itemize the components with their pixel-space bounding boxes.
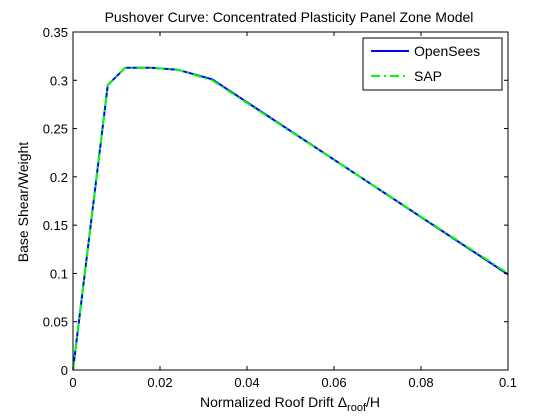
series-line-opensees [72,66,509,371]
x-tick-label: 0.04 [234,375,259,390]
x-axis-label: Normalized Roof Drift Δroof/H [200,394,380,414]
y-tick-label: 0.3 [50,73,68,88]
x-tick-label: 0.02 [147,375,172,390]
legend-box [362,37,503,91]
y-tick-label: 0.1 [50,266,68,281]
x-axis-label-prefix: Normalized Roof Drift [200,394,338,410]
y-tick-label: 0.25 [43,122,68,137]
y-tick-label: 0.2 [50,170,68,185]
x-tick-label: 0.08 [408,375,433,390]
chart-title: Pushover Curve: Concentrated Plasticity … [105,9,474,25]
axes-box [72,31,509,371]
x-axis-label-delta: Δ [338,394,347,410]
x-tick-label: 0.1 [499,375,517,390]
series-line-sap [72,66,509,371]
y-axis-label: Base Shear/Weight [15,142,31,262]
plot-area [72,66,509,371]
axis-ticks: 0 0.02 0.04 0.06 0.08 0.1 0 0.05 0.1 0.15 0.2 0.25 0… [43,25,517,390]
y-tick-label: 0 [61,363,68,378]
y-tick-label: 0.35 [43,25,68,40]
y-tick-label: 0.15 [43,218,68,233]
x-axis-label-suffix: /H [366,394,380,410]
x-tick-label: 0.06 [321,375,346,390]
x-tick-label: 0 [69,375,76,390]
legend-label-opensees: OpenSees [414,43,480,59]
legend: OpenSees SAP [362,37,503,91]
y-tick-label: 0.05 [43,315,68,330]
x-axis-label-subscript: roof [347,402,367,414]
legend-label-sap: SAP [414,68,442,84]
